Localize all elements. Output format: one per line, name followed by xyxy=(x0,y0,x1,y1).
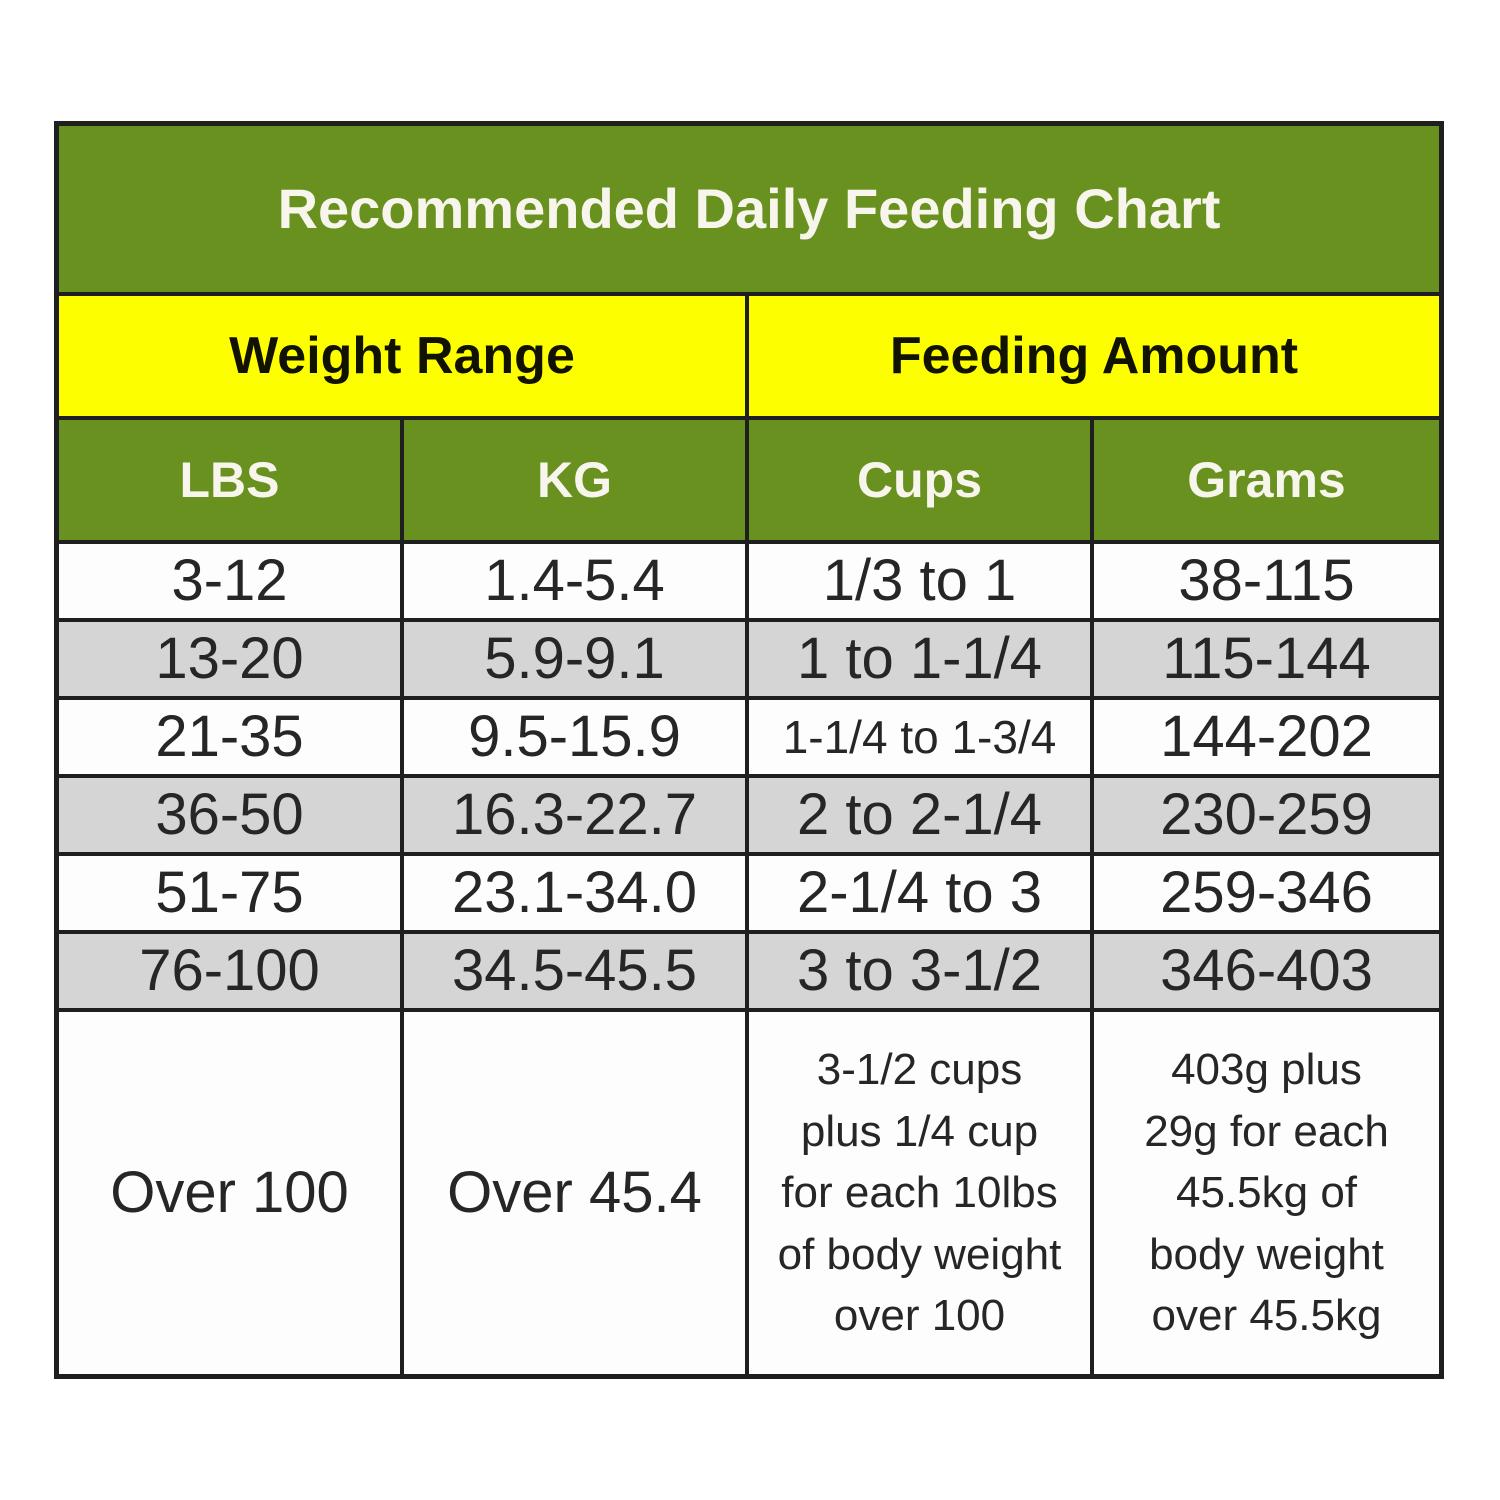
table-cell: 3-12 xyxy=(59,544,404,622)
table-cell: 5.9-9.1 xyxy=(404,622,749,700)
table-cell: 3 to 3-1/2 xyxy=(749,934,1094,1012)
table-cell: 38-115 xyxy=(1094,544,1439,622)
group-header-weight-range: Weight Range xyxy=(59,296,749,420)
table-cell: 346-403 xyxy=(1094,934,1439,1012)
table-cell: 115-144 xyxy=(1094,622,1439,700)
table-cell: 16.3-22.7 xyxy=(404,778,749,856)
table-cell: 3-1/2 cups plus 1/4 cup for each 10lbs o… xyxy=(749,1012,1094,1374)
table-cell: 21-35 xyxy=(59,700,404,778)
table-cell: 1/3 to 1 xyxy=(749,544,1094,622)
feeding-chart-table: Recommended Daily Feeding Chart Weight R… xyxy=(54,121,1444,1379)
column-header-cups: Cups xyxy=(749,420,1094,544)
table-cell: 2 to 2-1/4 xyxy=(749,778,1094,856)
table-cell: 144-202 xyxy=(1094,700,1439,778)
table-title: Recommended Daily Feeding Chart xyxy=(59,126,1439,296)
table-cell: 1-1/4 to 1-3/4 xyxy=(749,700,1094,778)
table-cell: 1 to 1-1/4 xyxy=(749,622,1094,700)
table-cell: Over 100 xyxy=(59,1012,404,1374)
table-cell: 76-100 xyxy=(59,934,404,1012)
table-cell: 23.1-34.0 xyxy=(404,856,749,934)
column-header-lbs: LBS xyxy=(59,420,404,544)
table-cell: 1.4-5.4 xyxy=(404,544,749,622)
table-cell: 259-346 xyxy=(1094,856,1439,934)
table-cell: 2-1/4 to 3 xyxy=(749,856,1094,934)
table-cell: 9.5-15.9 xyxy=(404,700,749,778)
table-cell: 13-20 xyxy=(59,622,404,700)
table-cell: Over 45.4 xyxy=(404,1012,749,1374)
table-cell: 36-50 xyxy=(59,778,404,856)
column-header-grams: Grams xyxy=(1094,420,1439,544)
table-cell: 230-259 xyxy=(1094,778,1439,856)
table-cell: 51-75 xyxy=(59,856,404,934)
group-header-feeding-amount: Feeding Amount xyxy=(749,296,1439,420)
table-cell: 34.5-45.5 xyxy=(404,934,749,1012)
column-header-kg: KG xyxy=(404,420,749,544)
table-cell: 403g plus 29g for each 45.5kg of body we… xyxy=(1094,1012,1439,1374)
